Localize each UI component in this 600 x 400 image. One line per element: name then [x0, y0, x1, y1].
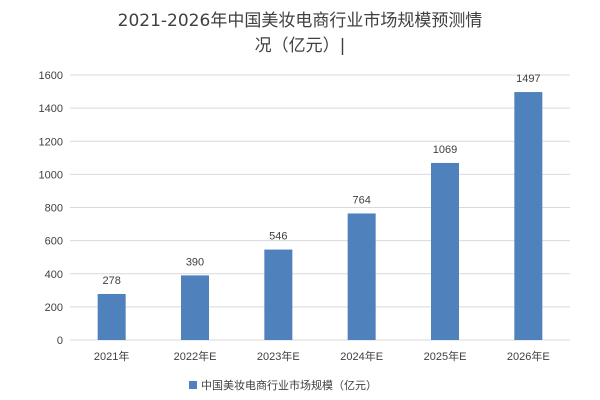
y-axis: 0 200 400 600 800 1000 1200 1400 1600 [39, 70, 63, 347]
x-axis: 2021年 2022年E 2023年E 2024年E 2025年E 2026年E [94, 349, 550, 363]
x-tick-label: 2025年E [424, 349, 467, 363]
legend: 中国美妆电商行业市场规模（亿元） [189, 378, 377, 392]
gridlines [70, 74, 570, 341]
y-tick-label: 1400 [39, 103, 63, 115]
y-tick-label: 1600 [39, 70, 63, 82]
legend-swatch [189, 381, 197, 389]
data-label: 390 [186, 256, 204, 268]
chart-title-line-1: 2021-2026年中国美妆电商行业市场规模预测情 [118, 11, 483, 31]
data-labels: 278 390 546 764 1069 1497 [102, 73, 540, 287]
bar-series [97, 92, 543, 340]
x-tick-label: 2024年E [340, 349, 383, 363]
bar-2021年 [97, 293, 126, 340]
x-tick-label: 2021年 [94, 349, 129, 363]
data-label: 764 [352, 194, 370, 206]
bar-2025年E [431, 162, 459, 340]
data-label: 278 [102, 275, 120, 287]
y-tick-label: 800 [45, 203, 63, 215]
y-tick-label: 400 [45, 269, 63, 281]
legend-label: 中国美妆电商行业市场规模（亿元） [201, 378, 377, 392]
y-tick-label: 1200 [39, 136, 63, 148]
chart-title-line-2: 况（亿元）| [255, 36, 346, 56]
bar-2026年E [514, 92, 543, 340]
y-tick-label: 600 [45, 236, 63, 248]
bar-2022年E [181, 275, 209, 340]
bar-2023年E [264, 249, 293, 340]
chart-title: 2021-2026年中国美妆电商行业市场规模预测情 况（亿元）| [118, 11, 483, 56]
data-label: 1497 [516, 73, 540, 85]
x-tick-label: 2026年E [507, 349, 550, 363]
y-tick-label: 200 [45, 302, 63, 314]
x-tick-label: 2023年E [257, 349, 300, 363]
data-label: 1069 [433, 144, 457, 156]
data-label: 546 [269, 231, 287, 243]
y-tick-label: 1000 [39, 169, 63, 181]
x-tick-label: 2022年E [174, 349, 217, 363]
y-tick-label: 0 [57, 335, 63, 347]
bar-2024年E [347, 213, 376, 340]
